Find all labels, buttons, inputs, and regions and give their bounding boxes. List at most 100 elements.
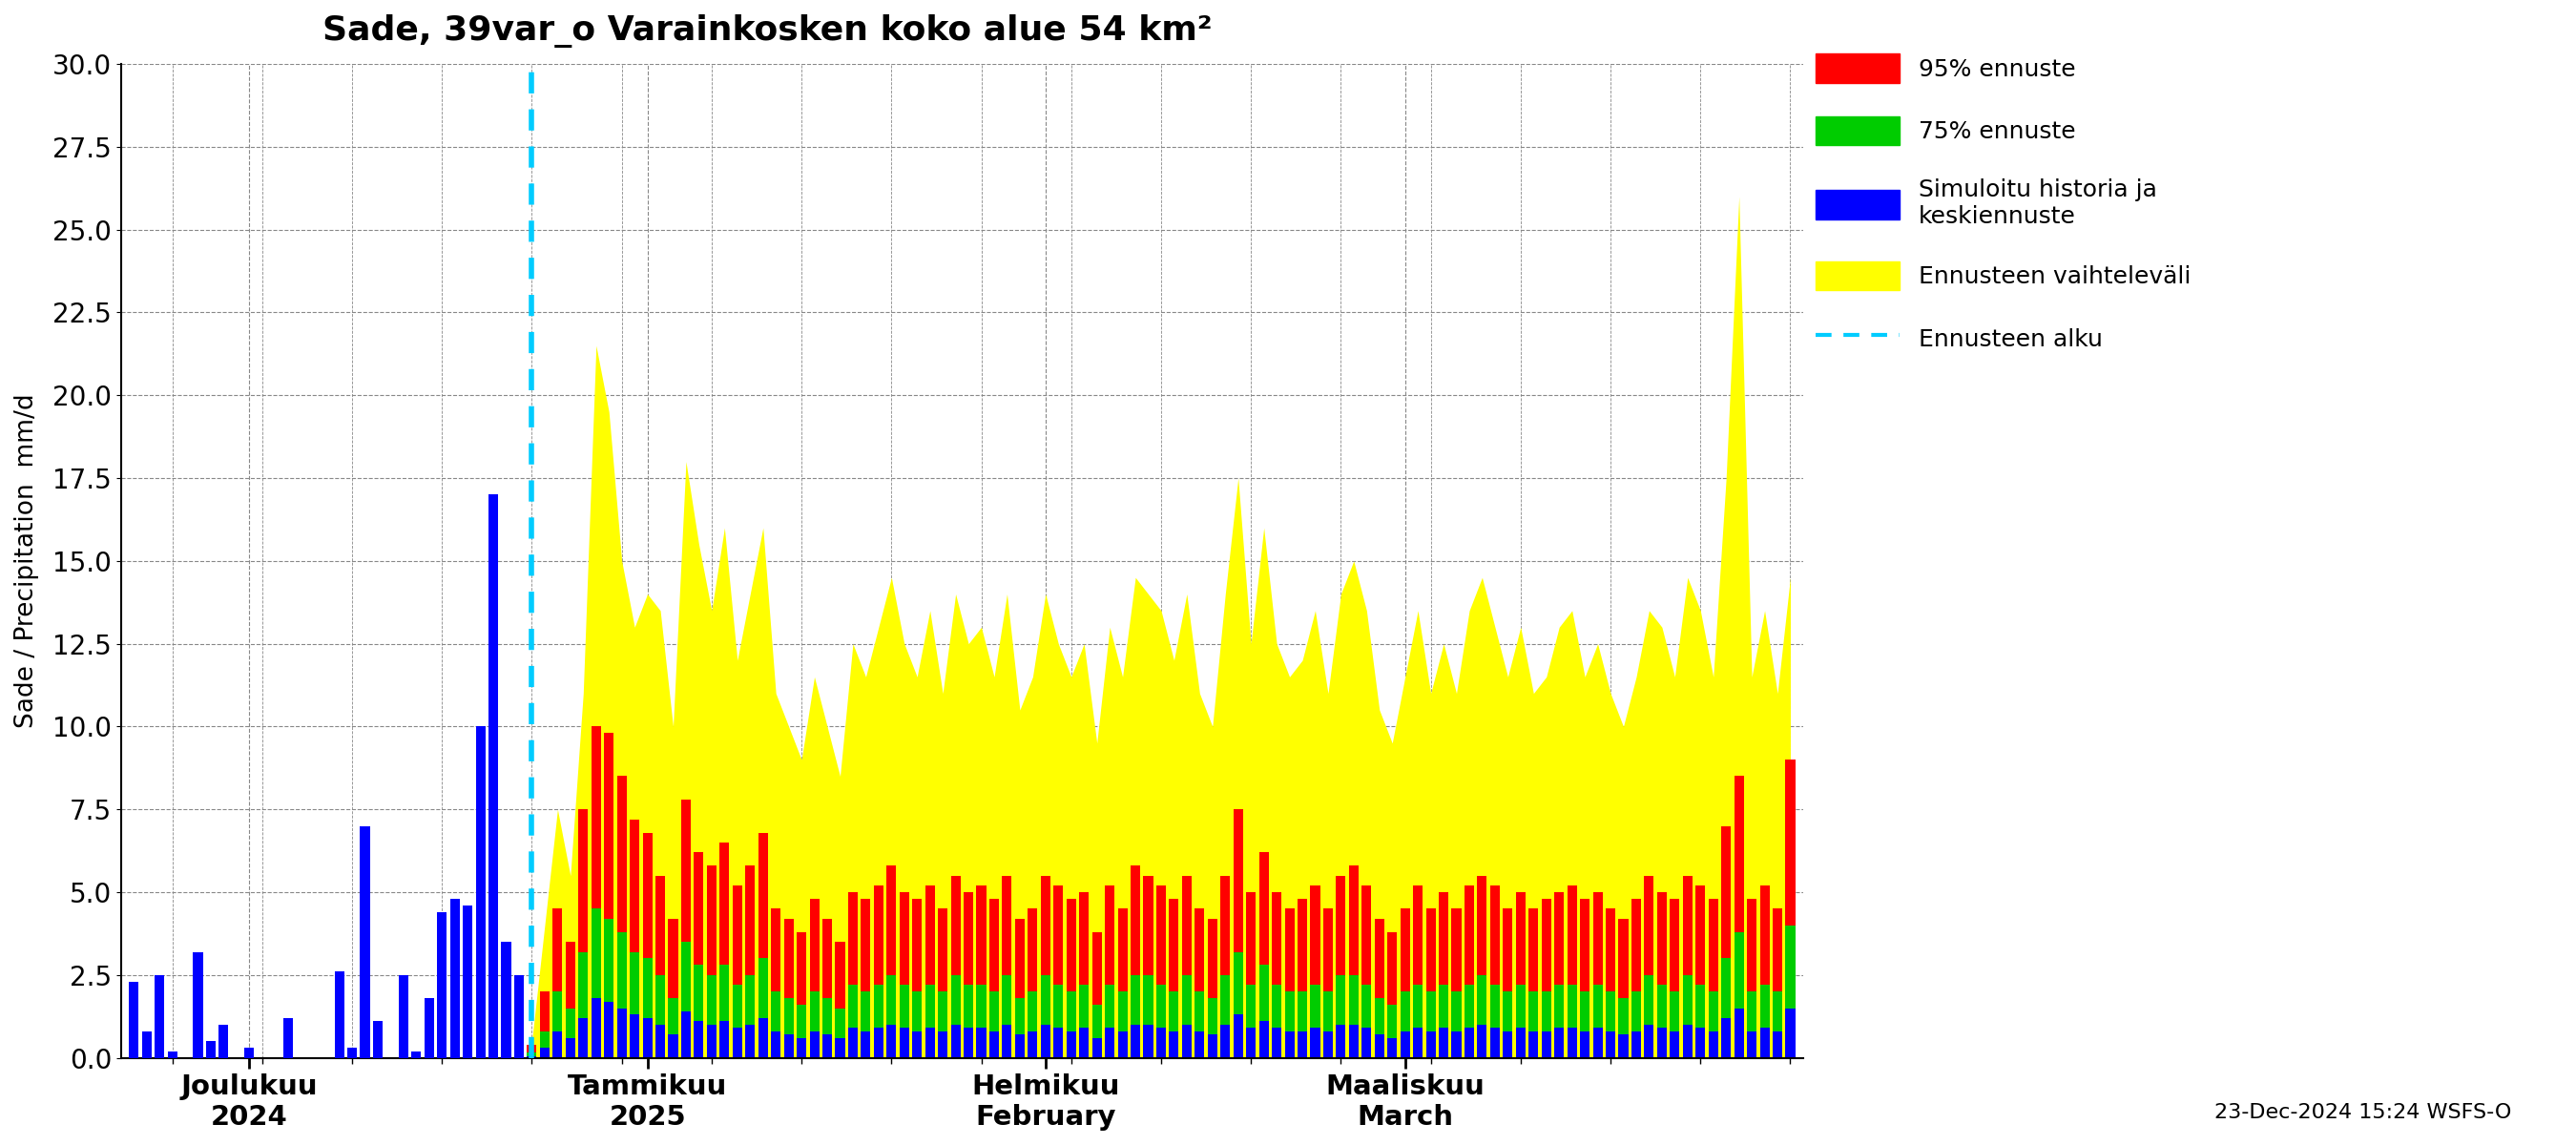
Bar [1131,866,1141,976]
Bar [654,876,665,976]
Bar [580,810,587,951]
Bar [1579,1032,1589,1058]
Bar [1066,1032,1077,1058]
Bar [925,985,935,1028]
Bar [1631,992,1641,1032]
Bar [1118,909,1128,992]
Bar [1221,976,1231,1025]
Bar [541,992,549,1032]
Bar [989,899,999,992]
Bar [464,906,471,1058]
Bar [1618,918,1628,998]
Bar [1002,876,1012,976]
Bar [706,1025,716,1058]
Bar [899,1028,909,1058]
Bar [1350,866,1358,976]
Bar [1311,1028,1319,1058]
Bar [1234,810,1244,951]
Bar [1427,1032,1435,1058]
Bar [592,727,600,909]
Bar [1028,909,1038,992]
Bar [1273,892,1280,985]
Bar [1092,932,1103,1005]
Bar [796,1005,806,1037]
Bar [528,1044,536,1053]
Bar [1079,985,1090,1028]
Bar [206,1041,216,1058]
Bar [1401,1032,1409,1058]
Bar [1579,992,1589,1032]
Bar [438,913,446,1058]
Bar [567,942,574,1008]
Bar [1618,1035,1628,1058]
Bar [1618,998,1628,1035]
Bar [605,1002,613,1058]
Bar [1118,1032,1128,1058]
Bar [1553,985,1564,1028]
Bar [963,1028,974,1058]
Bar [641,1018,652,1058]
Bar [1041,976,1051,1025]
Bar [1734,932,1744,1008]
Bar [1401,909,1409,992]
Bar [1566,885,1577,985]
Bar [1566,1028,1577,1058]
Bar [1759,985,1770,1028]
Bar [1656,985,1667,1028]
Bar [1772,909,1783,992]
Bar [770,992,781,1032]
Bar [1414,1028,1422,1058]
Bar [912,1032,922,1058]
Bar [899,892,909,985]
Bar [938,909,948,992]
Bar [361,826,371,1058]
Bar [1682,976,1692,1025]
Bar [1721,1018,1731,1058]
Bar [616,1008,626,1058]
Bar [1785,1008,1795,1058]
Bar [1324,909,1332,992]
Bar [667,1035,677,1058]
Bar [1079,1028,1090,1058]
Bar [654,976,665,1025]
Bar [1273,1028,1280,1058]
Bar [1453,992,1461,1032]
Bar [1427,909,1435,992]
Bar [757,958,768,1018]
Bar [489,495,497,1058]
Bar [1566,985,1577,1028]
Bar [1157,1028,1167,1058]
Bar [1015,918,1025,998]
Bar [1105,885,1115,985]
Bar [809,899,819,992]
Bar [886,1025,896,1058]
Y-axis label: Sade / Precipitation  mm/d: Sade / Precipitation mm/d [15,394,39,728]
Bar [1079,892,1090,985]
Bar [1170,992,1180,1032]
Bar [193,951,204,1058]
Bar [654,1025,665,1058]
Bar [1376,918,1383,998]
Bar [1285,992,1293,1032]
Bar [1489,885,1499,985]
Bar [989,992,999,1032]
Bar [1182,876,1193,976]
Bar [796,1037,806,1058]
Bar [554,1032,562,1058]
Bar [554,992,562,1032]
Bar [1041,876,1051,976]
Bar [1440,985,1448,1028]
Bar [541,1032,549,1048]
Bar [629,1014,639,1058]
Bar [706,976,716,1025]
Bar [1002,976,1012,1025]
Bar [783,918,793,998]
Bar [822,918,832,998]
Bar [1066,899,1077,992]
Bar [1414,885,1422,985]
Text: 23-Dec-2024 15:24 WSFS-O: 23-Dec-2024 15:24 WSFS-O [2215,1103,2512,1122]
Bar [1695,985,1705,1028]
Bar [1453,909,1461,992]
Bar [616,776,626,932]
Bar [848,892,858,985]
